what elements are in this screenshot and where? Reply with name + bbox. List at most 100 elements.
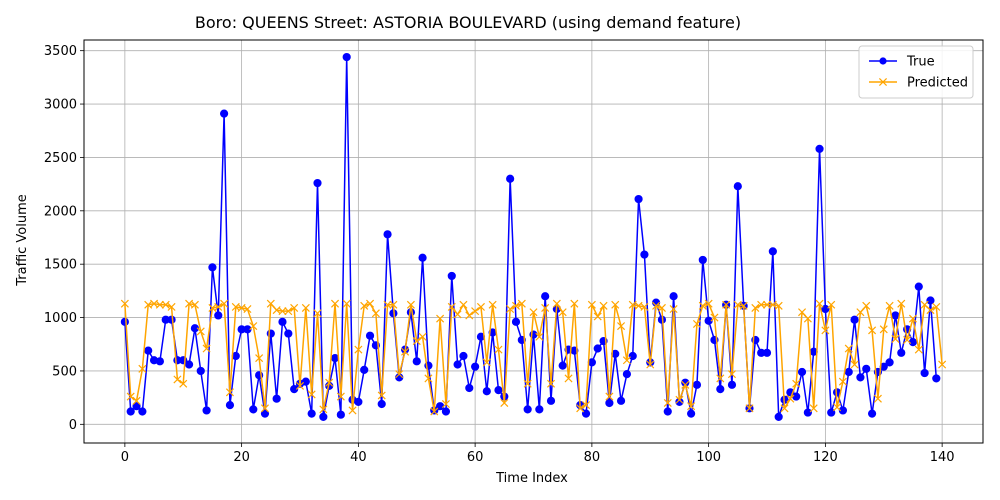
point-true	[336, 410, 345, 419]
point-predicted	[891, 334, 900, 343]
point-true	[838, 406, 847, 415]
point-predicted	[576, 404, 585, 413]
point-predicted	[541, 303, 550, 312]
point-true	[278, 317, 287, 326]
point-predicted	[196, 327, 205, 336]
point-true	[891, 311, 900, 320]
y-tick-label: 3500	[44, 44, 77, 59]
point-true	[581, 409, 591, 418]
y-axis-ticks: 0 500 1000 1500 2000 2500 3000 3500	[44, 44, 84, 433]
x-tick-label: 0	[121, 450, 129, 465]
point-predicted	[255, 354, 264, 363]
point-predicted	[436, 314, 445, 323]
point-predicted	[739, 301, 748, 310]
plot-frame	[83, 39, 984, 444]
point-predicted	[430, 407, 439, 416]
point-predicted	[313, 309, 322, 318]
point-true	[716, 384, 725, 394]
point-predicted	[406, 300, 415, 309]
point-predicted	[582, 401, 591, 410]
point-true	[184, 360, 194, 369]
point-true	[692, 380, 702, 389]
point-predicted	[500, 398, 509, 407]
point-predicted	[657, 303, 666, 312]
x-tick-label: 120	[813, 450, 838, 465]
y-tick-label: 500	[52, 364, 77, 379]
point-true	[605, 398, 614, 408]
point-predicted	[821, 326, 830, 335]
point-predicted	[751, 303, 760, 312]
point-predicted	[646, 360, 655, 369]
point-true	[126, 407, 135, 416]
point-true	[383, 230, 392, 239]
y-tick-label: 1000	[44, 311, 77, 326]
point-predicted	[132, 396, 141, 405]
point-true	[453, 360, 462, 369]
point-predicted	[243, 304, 252, 314]
point-true	[932, 374, 941, 383]
point-predicted	[809, 404, 818, 413]
point-predicted	[465, 311, 474, 320]
point-true	[202, 406, 211, 415]
point-predicted	[780, 404, 789, 413]
point-predicted	[266, 299, 275, 308]
x-tick-label: 140	[930, 450, 955, 465]
x-tick-label: 40	[350, 450, 367, 465]
point-true	[412, 357, 421, 366]
point-true	[885, 358, 894, 367]
point-predicted	[401, 347, 410, 356]
point-predicted	[383, 300, 392, 309]
point-true	[634, 194, 643, 204]
series-layer	[120, 52, 947, 421]
point-predicted	[319, 405, 328, 414]
point-true	[494, 386, 503, 395]
legend-marker-predicted	[878, 77, 888, 87]
point-true	[313, 178, 322, 188]
point-predicted	[295, 381, 305, 390]
point-predicted	[529, 308, 538, 317]
point-predicted	[681, 380, 690, 389]
point-predicted	[932, 302, 941, 311]
point-true	[546, 396, 556, 405]
point-predicted	[704, 299, 713, 308]
point-predicted	[523, 379, 532, 388]
point-predicted	[366, 299, 375, 308]
y-tick-label: 2000	[44, 204, 77, 219]
point-predicted	[908, 314, 917, 323]
chart-title: Boro: QUEENS Street: ASTORIA BOULEVARD (…	[195, 13, 741, 32]
point-true	[243, 325, 252, 334]
point-true	[138, 407, 147, 416]
point-predicted	[126, 392, 135, 401]
point-true	[360, 365, 369, 374]
legend-item-predicted: Predicted	[869, 76, 968, 91]
point-predicted	[161, 300, 170, 309]
point-predicted	[494, 345, 503, 354]
series-line-true	[124, 56, 938, 418]
point-true	[593, 344, 602, 353]
point-predicted	[120, 299, 129, 308]
point-predicted	[663, 398, 672, 407]
point-predicted	[173, 375, 182, 384]
point-predicted	[214, 302, 223, 311]
point-predicted	[868, 326, 877, 335]
point-predicted	[342, 299, 351, 308]
point-true	[920, 368, 929, 378]
point-predicted	[412, 337, 421, 346]
point-true	[628, 351, 637, 361]
point-predicted	[774, 301, 783, 310]
y-tick-label: 3000	[44, 98, 77, 113]
point-predicted	[441, 400, 450, 409]
point-true	[727, 380, 737, 389]
point-true	[908, 338, 918, 347]
x-tick-label: 100	[696, 450, 721, 465]
point-predicted	[873, 394, 882, 403]
point-predicted	[856, 308, 865, 317]
point-predicted	[862, 301, 871, 310]
point-true	[354, 397, 363, 406]
point-predicted	[611, 300, 620, 309]
point-predicted	[348, 406, 357, 415]
point-true	[132, 402, 141, 411]
point-predicted	[459, 300, 468, 309]
point-predicted	[745, 404, 754, 413]
point-predicted	[249, 322, 258, 331]
